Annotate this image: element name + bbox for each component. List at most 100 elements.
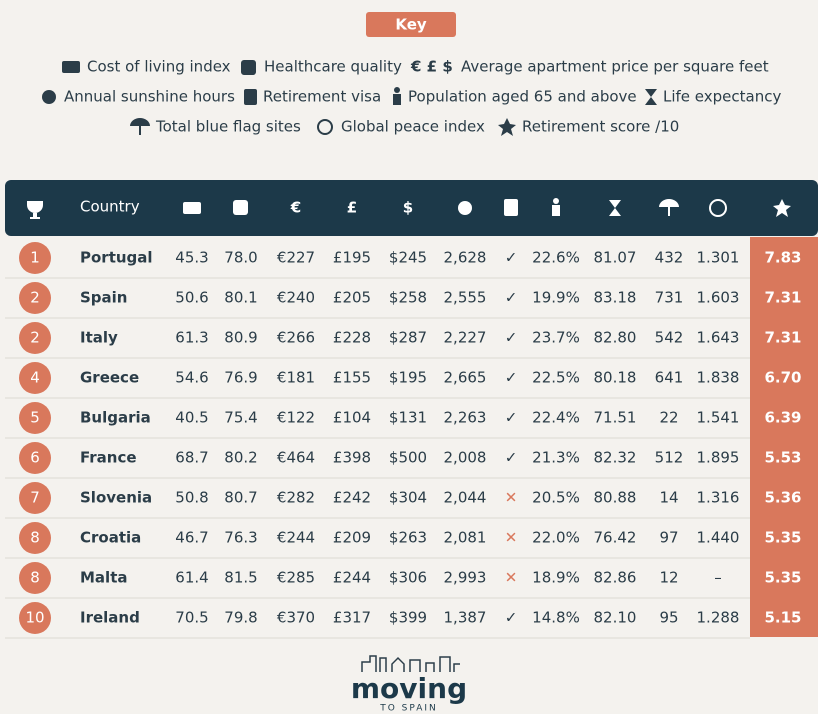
rank-badge <box>19 282 51 314</box>
cell: 76.9 <box>224 369 257 387</box>
cell: 1.895 <box>697 449 740 467</box>
cell: €227 <box>277 249 315 267</box>
cell: 50.6 <box>175 289 208 307</box>
cell: 83.18 <box>594 289 637 307</box>
cell: £155 <box>333 369 371 387</box>
cell: £205 <box>333 289 371 307</box>
legend-icons <box>42 60 657 136</box>
rank: 2 <box>30 329 40 347</box>
cell: $306 <box>389 569 427 587</box>
cell: – <box>714 569 722 587</box>
cell: 1.643 <box>697 329 740 347</box>
cell: £317 <box>333 609 371 627</box>
score-column <box>750 237 818 637</box>
cell: $263 <box>389 529 427 547</box>
legend-label: Annual sunshine hours <box>64 88 235 106</box>
score: 7.83 <box>764 249 801 267</box>
score: 5.35 <box>764 569 801 587</box>
cell: 2,081 <box>444 529 487 547</box>
cell: 95 <box>659 609 678 627</box>
cell: £228 <box>333 329 371 347</box>
legend-currency: € £ $ <box>410 58 453 76</box>
table-header <box>5 180 818 236</box>
cell: 61.4 <box>175 569 208 587</box>
rank: 8 <box>30 569 40 587</box>
country: Croatia <box>80 529 141 547</box>
cell: 1.288 <box>697 609 740 627</box>
cell: $399 <box>389 609 427 627</box>
cell: 82.10 <box>594 609 637 627</box>
cell: 61.3 <box>175 329 208 347</box>
rank-badge <box>19 242 51 274</box>
cell: 71.51 <box>594 409 637 427</box>
cell: 1.838 <box>697 369 740 387</box>
cell: 82.80 <box>594 329 637 347</box>
visa-mark: ✓ <box>505 409 518 427</box>
cell: 14 <box>659 489 678 507</box>
visa-mark: ✓ <box>505 369 518 387</box>
legend-label: Retirement score /10 <box>522 118 679 136</box>
cell: 82.86 <box>594 569 637 587</box>
cell: $245 <box>389 249 427 267</box>
cell: 81.07 <box>594 249 637 267</box>
cell: $258 <box>389 289 427 307</box>
score: 5.15 <box>764 609 801 627</box>
country: Bulgaria <box>80 409 151 427</box>
cell: 1.301 <box>697 249 740 267</box>
legend-label: Life expectancy <box>663 88 781 106</box>
country: Italy <box>80 329 118 347</box>
cell: 80.1 <box>224 289 257 307</box>
cell: 512 <box>655 449 684 467</box>
cell: 22 <box>659 409 678 427</box>
legend-label: Retirement visa <box>263 88 381 106</box>
rank: 2 <box>30 289 40 307</box>
score: 5.53 <box>764 449 801 467</box>
rank: 7 <box>30 489 40 507</box>
cell: 21.3% <box>532 449 580 467</box>
cell: 2,665 <box>444 369 487 387</box>
cell: 22.6% <box>532 249 580 267</box>
cell: £242 <box>333 489 371 507</box>
legend-label: Cost of living index <box>87 58 231 76</box>
rank: 8 <box>30 529 40 547</box>
logo-skyline <box>361 655 460 672</box>
cell: 2,628 <box>444 249 487 267</box>
cell: 22.5% <box>532 369 580 387</box>
cell: €464 <box>277 449 315 467</box>
cell: 1.541 <box>697 409 740 427</box>
cell: $195 <box>389 369 427 387</box>
cell: 80.9 <box>224 329 257 347</box>
cell: 2,044 <box>444 489 487 507</box>
cell: €244 <box>277 529 315 547</box>
cell: 2,993 <box>444 569 487 587</box>
rank: 4 <box>30 369 40 387</box>
legend-label: Average apartment price per square feet <box>461 58 769 76</box>
visa-mark: ✕ <box>505 529 518 547</box>
header-usd: $ <box>403 199 413 217</box>
country: Portugal <box>80 249 153 267</box>
score: 6.70 <box>764 369 801 387</box>
cell: 1.316 <box>697 489 740 507</box>
visa-mark: ✕ <box>505 489 518 507</box>
score: 6.39 <box>764 409 801 427</box>
cell: 80.7 <box>224 489 257 507</box>
legend-label: Healthcare quality <box>264 58 402 76</box>
visa-mark: ✓ <box>505 609 518 627</box>
cell: 78.0 <box>224 249 257 267</box>
cell: 18.9% <box>532 569 580 587</box>
cell: 641 <box>655 369 684 387</box>
cell: €285 <box>277 569 315 587</box>
cell: 50.8 <box>175 489 208 507</box>
cell: $304 <box>389 489 427 507</box>
visa-mark: ✕ <box>505 569 518 587</box>
visa-mark: ✓ <box>505 289 518 307</box>
cell: 75.4 <box>224 409 257 427</box>
country: France <box>80 449 137 467</box>
visa-mark: ✓ <box>505 329 518 347</box>
rank-badge <box>19 602 51 634</box>
cell: €370 <box>277 609 315 627</box>
rank-badge <box>19 322 51 354</box>
score: 7.31 <box>764 289 801 307</box>
